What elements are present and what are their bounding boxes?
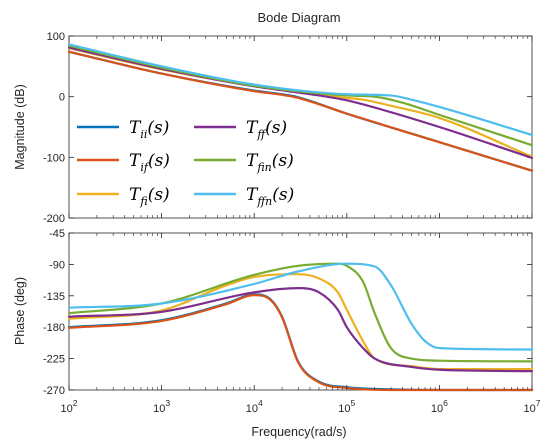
legend-symbol: T <box>129 151 142 171</box>
phase-line-t-if-s- <box>67 294 534 392</box>
frequency-x-ticks: 102 103 104 105 106 107 <box>61 36 541 415</box>
legend-subscript: ff <box>256 128 267 141</box>
legend-argument: (s) <box>147 118 169 138</box>
legend-symbol: T <box>246 151 259 171</box>
magnitude-line-t-ff-s- <box>67 46 534 160</box>
phase-tick-label: -45 <box>49 228 65 240</box>
legend-argument: (s) <box>272 185 294 205</box>
legend-subscript: ffn <box>256 195 272 208</box>
x-tick-base: 10 <box>61 403 73 415</box>
magnitude-series <box>67 43 534 172</box>
magnitude-line-t-if-s- <box>67 50 534 172</box>
legend: Tii(s)Tif(s)Tfi(s)Tff(s)Tfin(s)Tffn(s) <box>77 118 294 208</box>
magnitude-y-ticks: 100 0 -100 -200 <box>43 31 532 225</box>
chart-title: Bode Diagram <box>257 10 340 25</box>
phase-tick-label: -270 <box>43 385 65 397</box>
phase-line-t-ffn-s- <box>67 262 534 351</box>
frequency-x-label: Frequency(rad/s) <box>251 425 346 439</box>
legend-subscript: ii <box>140 128 147 141</box>
x-tick-label: 105 <box>338 398 355 415</box>
phase-y-label: Phase (deg) <box>13 277 27 345</box>
legend-argument: (s) <box>148 151 170 171</box>
phase-line-t-fin-s- <box>67 262 534 363</box>
legend-subscript: fi <box>139 195 147 208</box>
legend-entry: Tfi(s) <box>129 185 170 208</box>
magnitude-tick-label: 0 <box>59 92 65 104</box>
legend-subscript: if <box>140 161 150 174</box>
magnitude-line-t-ffn-s- <box>67 43 534 136</box>
magnitude-tick-label: -200 <box>43 213 65 225</box>
legend-argument: (s) <box>148 185 170 205</box>
x-tick-base: 10 <box>524 403 536 415</box>
x-tick-exponent: 5 <box>351 398 356 408</box>
legend-entry: Tff(s) <box>246 118 287 141</box>
x-tick-exponent: 3 <box>165 398 170 408</box>
x-tick-label: 104 <box>246 398 263 415</box>
phase-y-ticks: -45 -90 -135 -180 -225 -270 <box>43 228 532 397</box>
legend-symbol: T <box>129 185 142 205</box>
x-tick-base: 10 <box>338 403 350 415</box>
x-tick-exponent: 4 <box>258 398 263 408</box>
x-tick-label: 102 <box>61 398 78 415</box>
x-tick-exponent: 6 <box>443 398 448 408</box>
phase-series <box>67 262 534 392</box>
phase-tick-label: -225 <box>43 354 65 366</box>
legend-entry: Tif(s) <box>129 151 170 174</box>
legend-symbol: T <box>129 118 142 138</box>
x-tick-label: 103 <box>153 398 170 415</box>
x-tick-label: 107 <box>524 398 541 415</box>
x-tick-label: 106 <box>431 398 448 415</box>
phase-tick-label: -90 <box>49 259 65 271</box>
legend-subscript: fin <box>256 161 271 174</box>
x-tick-base: 10 <box>431 403 443 415</box>
magnitude-line-t-fin-s- <box>67 44 534 147</box>
magnitude-tick-label: 100 <box>47 31 65 43</box>
x-tick-base: 10 <box>153 403 165 415</box>
legend-symbol: T <box>246 185 259 205</box>
phase-tick-label: -180 <box>43 322 65 334</box>
legend-entry: Tfin(s) <box>246 151 294 174</box>
magnitude-y-label: Magnitude (dB) <box>13 84 27 169</box>
legend-entry: Tii(s) <box>129 118 169 141</box>
phase-tick-label: -135 <box>43 291 65 303</box>
legend-entry: Tffn(s) <box>246 185 294 208</box>
x-tick-exponent: 7 <box>536 398 541 408</box>
magnitude-tick-label: -100 <box>43 152 65 164</box>
legend-argument: (s) <box>272 151 294 171</box>
x-tick-base: 10 <box>246 403 258 415</box>
legend-symbol: T <box>246 118 259 138</box>
legend-argument: (s) <box>265 118 287 138</box>
x-tick-exponent: 2 <box>73 398 78 408</box>
phase-line-t-ff-s- <box>67 287 534 373</box>
